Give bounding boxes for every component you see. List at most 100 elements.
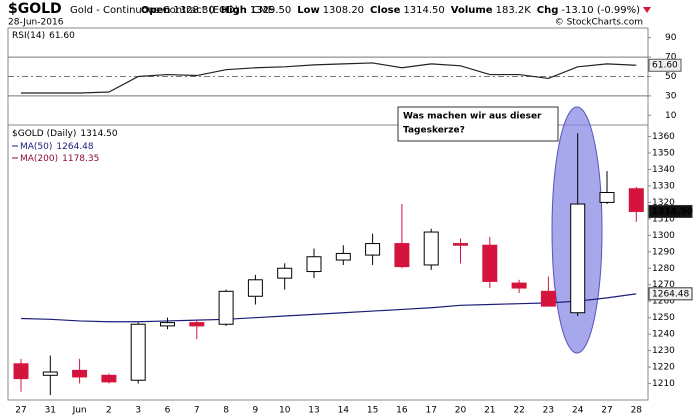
rsi-line [21, 62, 637, 94]
x-tick-label: 27 [601, 406, 612, 416]
quote-label: Chg [537, 5, 559, 16]
price-tag [648, 287, 693, 301]
y-tick-label: 1250 [652, 313, 675, 323]
last-tag-label: 61.60 [652, 61, 678, 71]
candle-body [365, 243, 381, 256]
rsi-legend: RSI(14) 61.60 [12, 31, 75, 41]
legend-value: 1314.50 [80, 129, 117, 139]
annotation-text: Was machen wir aus dieser [403, 112, 542, 122]
annotation-text: Tageskerze? [403, 126, 465, 136]
legend-name: RSI(14) [12, 31, 45, 41]
y-tick-label: 1340 [652, 165, 675, 175]
quote-label: Open [141, 5, 171, 16]
candle-body [628, 188, 644, 212]
x-tick-label: 24 [572, 406, 584, 416]
quote-label: Low [297, 5, 319, 16]
y-tick-label: 1270 [652, 280, 675, 290]
candle-body [570, 203, 586, 314]
x-tick-label: 27 [15, 406, 26, 416]
legend-value: 1264.48 [56, 142, 93, 152]
candle-body [306, 256, 322, 273]
price-panel [7, 124, 649, 401]
description: Gold - Continuous Contract (EOD) [70, 5, 239, 16]
y-tick-label: 50 [665, 72, 677, 82]
x-tick-label: 17 [425, 406, 436, 416]
x-tick-label: 31 [45, 406, 56, 416]
quote-value: 1308.20 [323, 5, 364, 16]
y-tick-label: 1350 [652, 148, 675, 158]
candle-body [42, 371, 58, 376]
y-tick-label: 1220 [652, 363, 675, 373]
quote-value: 1329.50 [250, 5, 291, 16]
y-tick-label: 1360 [652, 132, 675, 142]
price-tag [648, 204, 693, 218]
down-arrow [643, 7, 651, 13]
quote-value: 183.2K [496, 5, 532, 16]
y-tick-label: 1310 [652, 214, 675, 224]
x-tick-label: 10 [279, 406, 291, 416]
candle-body [277, 267, 293, 279]
y-tick-label: 1290 [652, 247, 675, 257]
y-tick-label: 1230 [652, 346, 675, 356]
x-tick-label: 15 [367, 406, 378, 416]
legend-name: $GOLD (Daily) [12, 129, 76, 139]
x-tick-label: 14 [338, 406, 350, 416]
candle-body [72, 369, 88, 378]
y-tick-label: 1260 [652, 297, 675, 307]
quote-value: -13.10 (-0.99%) [561, 5, 640, 16]
x-tick-label: 8 [223, 406, 229, 416]
overlay-legend: MA(200) 1178.35 [20, 154, 99, 164]
legend-value: 1178.35 [62, 154, 99, 164]
candle-body [423, 231, 439, 266]
candle-body [130, 323, 146, 381]
y-tick-label: 1240 [652, 330, 675, 340]
legend-name: MA(200) [20, 154, 58, 164]
price-tag-label: 1264.48 [652, 289, 689, 299]
x-tick-label: 6 [165, 406, 171, 416]
quote-value: 1328.30 [173, 5, 214, 16]
candle-body [218, 290, 234, 325]
candle-body [453, 243, 468, 246]
candle-body [13, 363, 29, 380]
x-tick-label: 20 [455, 406, 467, 416]
symbol: $GOLD [8, 1, 62, 17]
x-tick-label: 9 [253, 406, 259, 416]
candle-body [160, 322, 175, 327]
price-legend: $GOLD (Daily) 1314.50 [12, 129, 118, 139]
last-tag [648, 58, 682, 72]
candle-body [394, 243, 410, 268]
y-tick-label: 10 [665, 111, 677, 121]
x-tick-label: 23 [543, 406, 554, 416]
x-tick-label: 3 [135, 406, 141, 416]
quote-label: Close [370, 5, 401, 16]
y-tick-label: 90 [665, 33, 677, 43]
quote-line: Open 1328.30 High 1329.50 Low 1308.20 Close 131… [141, 5, 640, 16]
price-tag-label: 1314.50 [652, 207, 693, 217]
ma50-line [20, 293, 637, 323]
y-tick-label: 30 [665, 91, 677, 101]
overlay-legend: MA(50) 1264.48 [20, 142, 94, 152]
candle-body [599, 192, 615, 203]
candle-body [335, 252, 351, 261]
candle-body [189, 322, 205, 327]
y-tick-label: 1320 [652, 198, 675, 208]
exchange: CME [252, 5, 274, 16]
x-tick-label: Jun [72, 406, 87, 416]
x-tick-label: 7 [194, 406, 200, 416]
legend-value: 61.60 [49, 31, 75, 41]
y-tick-label: 70 [665, 53, 677, 63]
y-tick-label: 1210 [652, 379, 675, 389]
quote-label: High [221, 5, 247, 16]
candle-body [511, 282, 527, 289]
y-tick-label: 1300 [652, 231, 675, 241]
candle-body [247, 279, 263, 297]
candle-body [540, 290, 556, 307]
annotation-box [397, 106, 559, 142]
x-tick-label: 21 [484, 406, 495, 416]
credit: © StockCharts.com [555, 18, 643, 28]
quote-label: Volume [451, 5, 493, 16]
x-tick-label: 13 [308, 406, 319, 416]
legend-name: MA(50) [20, 142, 52, 152]
